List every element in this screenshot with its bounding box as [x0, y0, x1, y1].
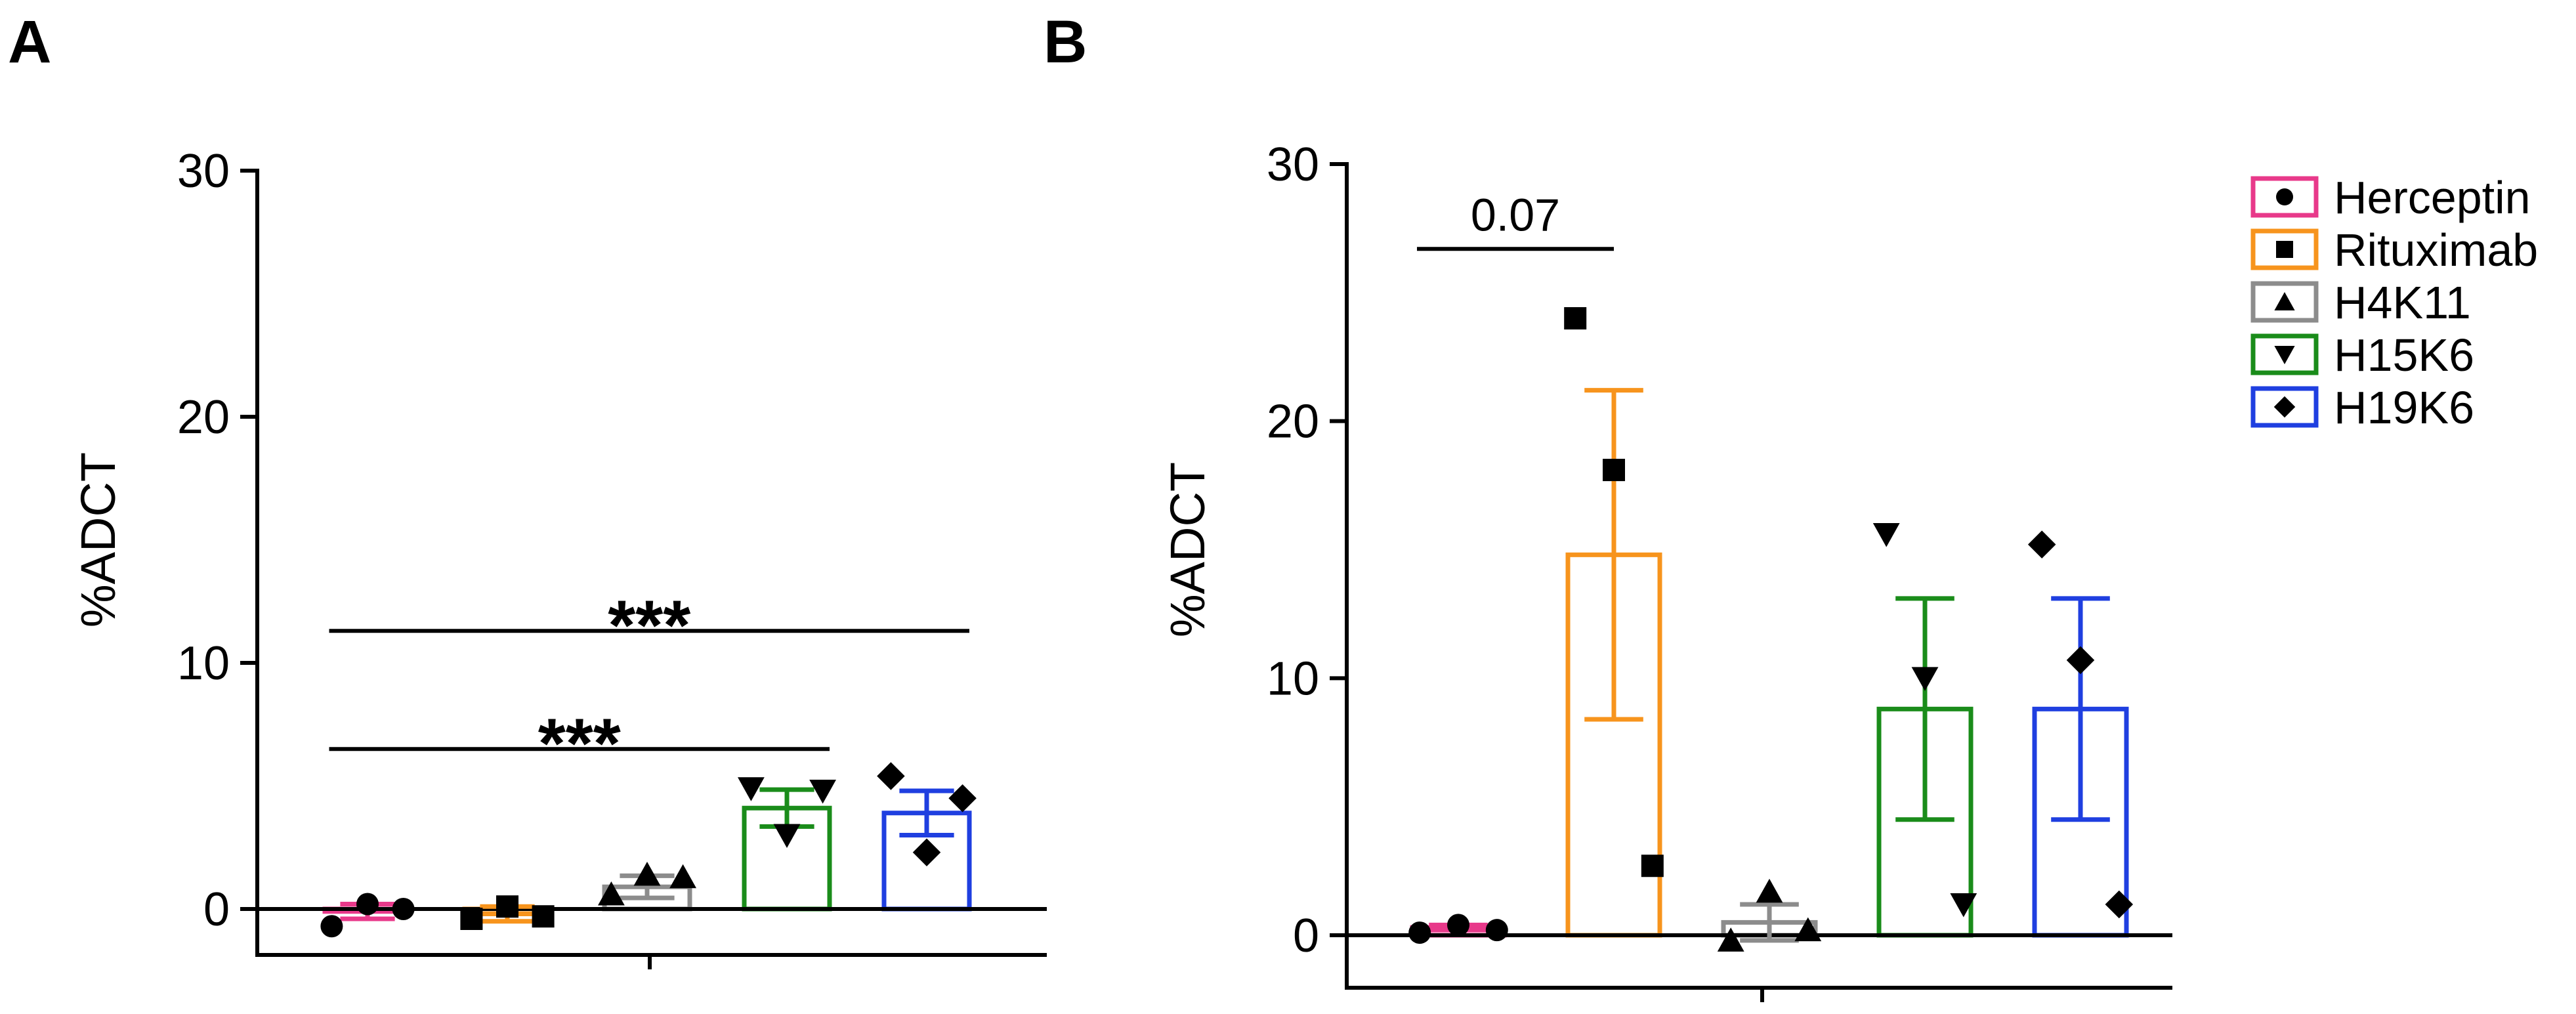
data-point-herceptin: [1485, 919, 1508, 942]
y-tick-label: 0: [203, 883, 230, 936]
data-point-h15k6: [809, 780, 836, 804]
error-bar-h4k11: [1740, 902, 1799, 943]
data-point-rituximab: [1641, 855, 1664, 877]
legend-marker-h15k6: [2274, 346, 2295, 364]
legend-marker-herceptin: [2276, 188, 2293, 205]
error-bar-rituximab: [1584, 388, 1643, 722]
y-tick-label: 30: [177, 145, 230, 198]
data-point-h4k11: [1794, 917, 1822, 942]
panel-label-a: A: [8, 9, 51, 75]
data-point-h19k6: [912, 838, 941, 866]
data-point-herceptin: [1447, 914, 1469, 937]
data-point-h19k6: [948, 784, 977, 813]
legend-item-herceptin: Herceptin: [2250, 172, 2531, 223]
error-bar-h19k6: [899, 788, 954, 837]
data-point-h19k6: [877, 762, 905, 790]
error-bar-h15k6: [1895, 596, 1954, 822]
legend-swatch: [2250, 228, 2319, 270]
chart-panel-b: 0 10 20 30 %ADCT 0.07: [1160, 138, 2172, 1002]
data-point-h19k6: [2066, 646, 2095, 675]
data-point-rituximab: [532, 905, 555, 928]
data-point-herceptin: [320, 915, 343, 938]
legend-marker-rituximab: [2276, 241, 2293, 258]
chart-panel-a: 0 10 20 30 %ADCT *** ***: [71, 145, 1047, 969]
data-point-h4k11: [1756, 878, 1783, 903]
panel-label-b: B: [1044, 9, 1087, 75]
data-point-h4k11: [633, 861, 661, 886]
legend-label: H15K6: [2334, 329, 2474, 381]
data-point-h15k6: [773, 824, 801, 849]
data-point-herceptin: [1408, 921, 1431, 944]
legend-label: Rituximab: [2334, 224, 2538, 276]
data-point-rituximab: [1564, 307, 1587, 329]
data-point-h15k6: [1872, 523, 1900, 547]
legend-label: Herceptin: [2334, 172, 2531, 223]
y-tick-label: 10: [177, 637, 230, 690]
data-point-h4k11: [669, 864, 696, 889]
data-point-h15k6: [1950, 893, 1977, 918]
data-point-rituximab: [460, 908, 483, 930]
significance-label: 0.07: [1471, 189, 1560, 240]
data-point-rituximab: [1603, 459, 1625, 482]
legend-marker-h19k6: [2273, 396, 2296, 418]
y-tick-label: 10: [1267, 652, 1319, 705]
legend-label: H4K11: [2334, 277, 2471, 328]
data-point-herceptin: [356, 893, 379, 916]
y-tick-label: 20: [177, 391, 230, 444]
y-axis-title: %ADCT: [1160, 462, 1215, 637]
data-point-rituximab: [496, 895, 518, 918]
data-point-h19k6: [2105, 890, 2134, 919]
legend-marker-h4k11: [2274, 292, 2295, 310]
data-point-h4k11: [598, 881, 625, 906]
legend-item-h15k6: H15K6: [2250, 329, 2474, 381]
legend-swatch: [2250, 281, 2319, 323]
data-point-h15k6: [738, 777, 765, 801]
data-point-h19k6: [2027, 530, 2056, 559]
error-bar-h19k6: [2051, 596, 2110, 822]
data-point-h4k11: [1717, 927, 1744, 952]
significance-label: ***: [608, 585, 690, 664]
y-tick-label: 0: [1293, 910, 1319, 962]
legend-item-h4k11: H4K11: [2250, 277, 2471, 328]
data-point-h15k6: [1911, 667, 1939, 691]
y-tick-label: 30: [1267, 138, 1319, 191]
y-tick-label: 20: [1267, 396, 1319, 448]
y-axis-title: %ADCT: [71, 452, 125, 627]
significance-label: ***: [538, 703, 621, 782]
legend-item-h19k6: H19K6: [2250, 382, 2474, 433]
legend-label: H19K6: [2334, 382, 2474, 433]
data-point-herceptin: [392, 898, 415, 920]
legend-item-rituximab: Rituximab: [2250, 224, 2538, 276]
